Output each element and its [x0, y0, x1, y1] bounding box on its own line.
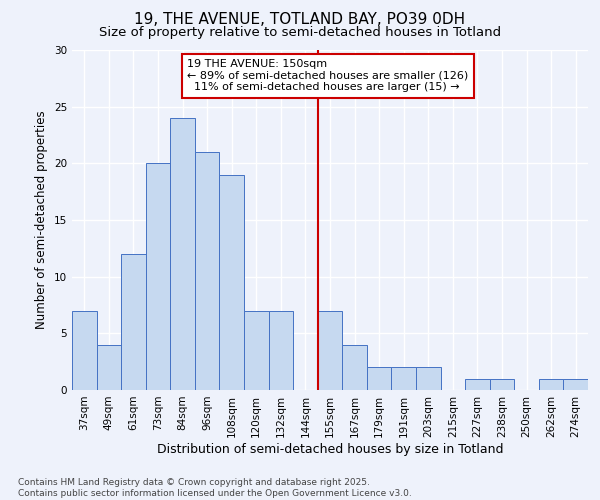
Y-axis label: Number of semi-detached properties: Number of semi-detached properties [35, 110, 49, 330]
X-axis label: Distribution of semi-detached houses by size in Totland: Distribution of semi-detached houses by … [157, 442, 503, 456]
Bar [244, 310, 269, 390]
Bar [563, 378, 588, 390]
Text: 19 THE AVENUE: 150sqm
← 89% of semi-detached houses are smaller (126)
  11% of s: 19 THE AVENUE: 150sqm ← 89% of semi-deta… [187, 59, 469, 92]
Bar [195, 152, 220, 390]
Bar [269, 310, 293, 390]
Bar [170, 118, 195, 390]
Text: Contains HM Land Registry data © Crown copyright and database right 2025.
Contai: Contains HM Land Registry data © Crown c… [18, 478, 412, 498]
Bar [318, 310, 342, 390]
Bar [220, 174, 244, 390]
Bar [539, 378, 563, 390]
Bar [391, 368, 416, 390]
Text: Size of property relative to semi-detached houses in Totland: Size of property relative to semi-detach… [99, 26, 501, 39]
Bar [342, 344, 367, 390]
Bar [121, 254, 146, 390]
Bar [72, 310, 97, 390]
Bar [367, 368, 391, 390]
Bar [416, 368, 440, 390]
Bar [465, 378, 490, 390]
Bar [490, 378, 514, 390]
Bar [146, 164, 170, 390]
Bar [97, 344, 121, 390]
Text: 19, THE AVENUE, TOTLAND BAY, PO39 0DH: 19, THE AVENUE, TOTLAND BAY, PO39 0DH [134, 12, 466, 28]
